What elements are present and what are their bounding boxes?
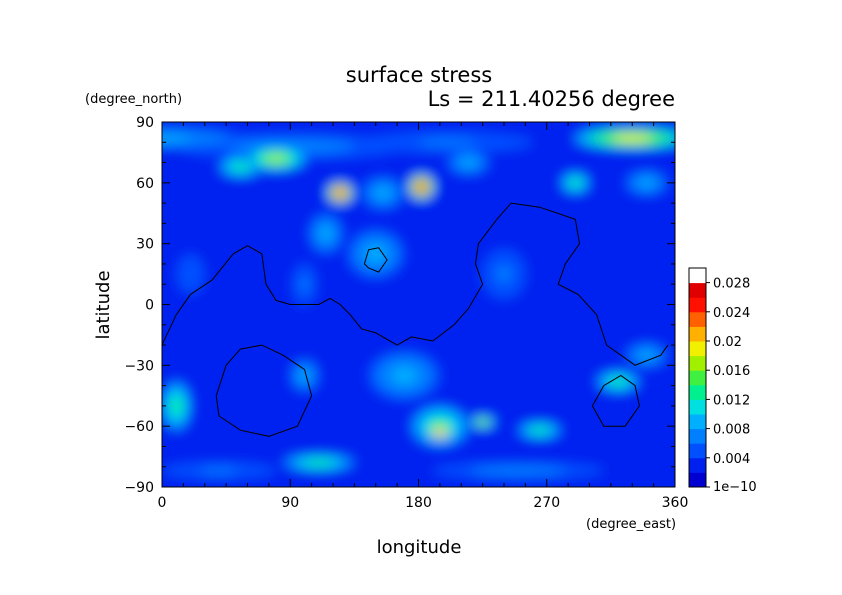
colorbar-swatch (689, 282, 706, 298)
x-tick-label: 180 (405, 495, 432, 511)
y-tick-label: −90 (124, 480, 154, 496)
x-axis: 0 90 180 270 360 (158, 122, 689, 511)
colorbar-label: 0.02 (713, 335, 742, 350)
heatmap-cell (417, 138, 477, 146)
y-tick-label: −30 (124, 358, 154, 374)
colorbar-label: 0.016 (713, 364, 750, 379)
y-tick-label: 0 (145, 298, 154, 314)
heatmap-cell (233, 163, 248, 171)
colorbar-label: 0.008 (713, 423, 750, 438)
colorbar-swatch (689, 443, 706, 459)
stress-heatmap (162, 122, 675, 487)
colorbar-swatch (689, 472, 706, 488)
heatmap-cell (612, 134, 652, 142)
contour-lines (162, 202, 669, 437)
x-axis-label: longitude (377, 537, 462, 558)
heatmap-cell (162, 134, 192, 142)
y-axis: 90 60 30 0 −30 −60 −90 (124, 115, 675, 496)
heatmap-cell (489, 468, 548, 474)
y-tick-label: 30 (136, 237, 154, 253)
contour-line (162, 202, 669, 366)
colorbar-frame (688, 267, 707, 488)
contour-line (215, 344, 313, 437)
y-tick-label: 90 (136, 115, 154, 131)
heatmap-cell (496, 265, 512, 283)
colorbar-swatch (689, 370, 706, 386)
heatmap-cell (436, 430, 444, 435)
colorbar-swatch (689, 326, 706, 342)
colorbar (688, 267, 707, 488)
y-tick-label: 60 (136, 176, 154, 192)
contour-line (591, 374, 640, 427)
colorbar-label: 1e−10 (713, 480, 757, 495)
chart-subtitle: Ls = 211.40256 degree (428, 87, 675, 111)
colorbar-swatch (689, 355, 706, 371)
heatmap-cell (184, 265, 197, 283)
y-tick-label: −60 (124, 419, 154, 435)
heatmap-cell (461, 158, 476, 167)
colorbar-labels: 1e−10 0.004 0.008 0.012 0.016 0.02 0.024 0.028 (706, 277, 757, 495)
colorbar-swatch (689, 428, 706, 444)
heatmap-cell (478, 420, 487, 425)
x-unit-label: (degree_east) (586, 517, 676, 532)
colorbar-label: 0.012 (713, 393, 750, 408)
heatmap-cell (335, 189, 345, 197)
x-tick-label: 270 (533, 495, 560, 511)
contour-line (363, 247, 388, 273)
heatmap-cell (320, 226, 332, 241)
heatmap-cell (639, 351, 654, 360)
heatmap-cell (265, 154, 287, 163)
colorbar-label: 0.028 (713, 277, 750, 292)
heatmap-cell (171, 397, 182, 415)
colorbar-swatch (689, 341, 706, 357)
colorbar-swatch (689, 311, 706, 327)
heatmap-cell (416, 182, 426, 192)
colorbar-swatch (689, 399, 706, 415)
heatmap-cell (306, 459, 331, 466)
x-tick-label: 90 (281, 495, 299, 511)
colorbar-label: 0.004 (713, 452, 750, 467)
colorbar-swatch (689, 297, 706, 313)
y-axis-label: latitude (93, 270, 114, 339)
heatmap-cell (199, 468, 239, 474)
colorbar-swatch (689, 384, 706, 400)
x-tick-label: 360 (662, 495, 689, 511)
y-unit-label: (degree_north) (85, 92, 182, 107)
heatmap-cell (392, 367, 417, 384)
heatmap-cell (300, 277, 309, 292)
heatmap-cell (532, 427, 547, 433)
chart-title: surface stress (346, 63, 492, 87)
heatmap-cell (375, 187, 391, 199)
colorbar-swatch (689, 268, 706, 284)
colorbar-swatch (689, 414, 706, 430)
colorbar-swatch (689, 457, 706, 473)
heatmap-cell (639, 178, 654, 187)
heatmap-cell (570, 179, 581, 187)
x-tick-label: 0 (158, 495, 167, 511)
heatmap-cell (299, 369, 310, 381)
colorbar-label: 0.024 (713, 306, 750, 321)
heatmap-cell (610, 378, 626, 386)
